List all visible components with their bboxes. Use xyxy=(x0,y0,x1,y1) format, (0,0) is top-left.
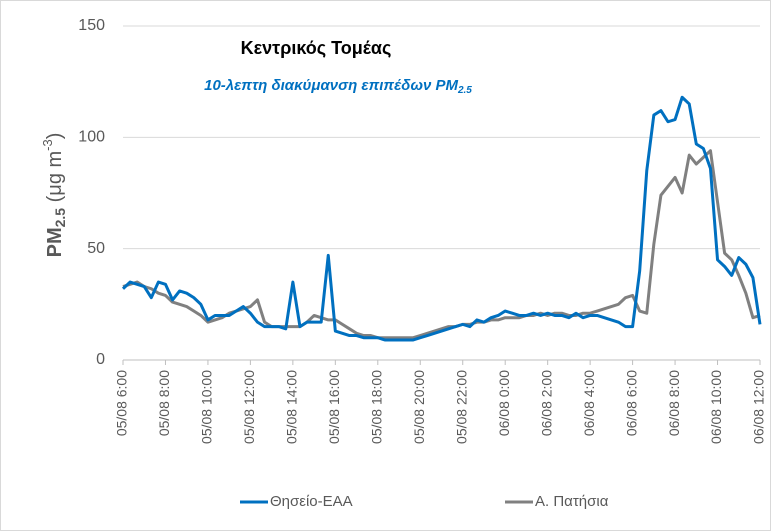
x-tick-label: 05/08 16:00 xyxy=(326,370,342,444)
y-tick-label: 0 xyxy=(96,351,105,368)
y-axis-label: PM2.5 (μg m-3) xyxy=(40,133,67,258)
x-tick-label: 05/08 12:00 xyxy=(241,370,257,444)
y-label-part: ) xyxy=(44,133,66,140)
y-label-part: 2.5 xyxy=(52,208,68,228)
x-tick-label: 06/08 4:00 xyxy=(581,370,597,436)
x-tick-label: 06/08 6:00 xyxy=(623,370,639,436)
legend-label: Θησείο-ΕΑΑ xyxy=(270,493,353,510)
x-tick-label: 06/08 8:00 xyxy=(666,370,682,436)
y-label-part: (μg m xyxy=(44,151,66,208)
series-line xyxy=(121,95,762,342)
x-tick-label: 05/08 18:00 xyxy=(369,370,385,444)
subtitle-text: 10-λεπτη διακύμανση επιπέδων PM xyxy=(204,77,458,94)
x-tick-label: 05/08 6:00 xyxy=(114,370,130,436)
x-tick-label: 05/08 14:00 xyxy=(284,370,300,444)
chart-title: Κεντρικός Τομέας xyxy=(241,38,392,58)
x-tick-label: 05/08 8:00 xyxy=(156,370,172,436)
y-tick-label: 150 xyxy=(78,17,105,34)
y-label-part: -3 xyxy=(40,139,55,151)
x-tick-label: 05/08 22:00 xyxy=(453,370,469,444)
subtitle-sub: 2.5 xyxy=(457,85,472,96)
x-tick-label: 06/08 10:00 xyxy=(708,370,724,444)
x-tick-label: 06/08 2:00 xyxy=(538,370,554,436)
chart-subtitle: 10-λεπτη διακύμανση επιπέδων PM2.5 xyxy=(204,77,472,96)
y-label-part: PM xyxy=(44,227,66,257)
y-tick-label: 100 xyxy=(78,129,105,146)
series-line xyxy=(122,149,761,340)
x-tick-label: 06/08 12:00 xyxy=(751,370,767,444)
legend-label: Α. Πατήσια xyxy=(535,493,609,510)
x-tick-label: 05/08 20:00 xyxy=(411,370,427,444)
x-tick-label: 06/08 0:00 xyxy=(496,370,512,436)
x-tick-label: 05/08 10:00 xyxy=(199,370,215,444)
y-tick-label: 50 xyxy=(87,240,105,257)
